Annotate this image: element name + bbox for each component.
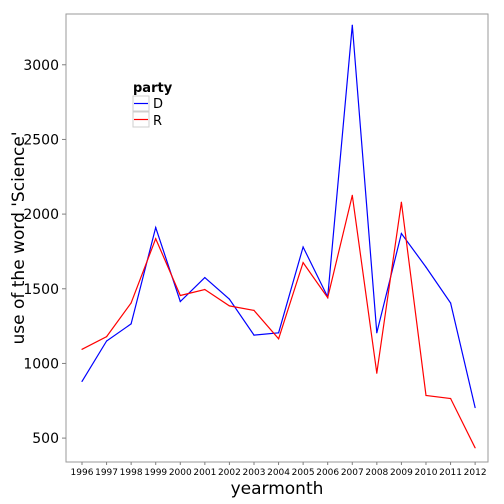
data-point-r-1996	[81, 348, 83, 350]
legend-label-d: D	[153, 97, 163, 112]
data-point-r-2006	[327, 297, 329, 299]
data-point-r-1997	[106, 336, 108, 338]
data-point-d-2011	[450, 302, 452, 304]
y-tick-label: 2500	[23, 132, 59, 148]
y-axis-ticks: 500 1000 1500 2000 2500 3000	[23, 58, 66, 447]
x-tick-label: 2008	[365, 468, 388, 478]
data-point-r-2009	[400, 201, 402, 203]
data-point-d-2003	[253, 334, 255, 336]
x-axis-ticks: 1996 1997 1998 1999 2000 2001 2002 2003 2004 2005…	[71, 462, 487, 478]
legend-label-r: R	[153, 114, 162, 129]
x-tick-label: 1998	[120, 468, 143, 478]
x-tick-label: 2005	[292, 468, 315, 478]
data-point-d-2002	[228, 298, 230, 300]
series-layer	[81, 24, 476, 449]
data-point-d-2008	[376, 332, 378, 334]
data-point-d-2005	[302, 246, 304, 248]
y-tick-label: 500	[32, 431, 59, 447]
x-tick-label: 2000	[169, 468, 192, 478]
data-point-r-2007	[351, 194, 353, 196]
data-point-r-2010	[425, 394, 427, 397]
data-point-d-2010	[425, 266, 427, 268]
x-tick-label: 1997	[95, 468, 118, 478]
x-tick-label: 2010	[415, 468, 438, 478]
x-tick-label: 2003	[243, 468, 266, 478]
data-point-d-2001	[204, 277, 206, 279]
y-tick-label: 1000	[23, 356, 59, 372]
data-point-d-1999	[155, 226, 157, 229]
data-point-r-2012	[474, 447, 476, 449]
data-point-r-2011	[450, 397, 452, 400]
data-point-r-2005	[302, 262, 304, 264]
x-tick-label: 2006	[316, 468, 339, 478]
data-point-d-2007	[351, 24, 353, 26]
x-tick-label: 2009	[390, 468, 413, 478]
data-point-r-2000	[179, 294, 181, 297]
x-tick-label: 2001	[193, 468, 216, 478]
data-point-r-1998	[130, 302, 132, 304]
x-tick-label: 2002	[218, 468, 241, 478]
data-point-d-2012	[474, 406, 476, 409]
y-axis-title: use of the word 'Science'	[9, 131, 29, 344]
x-axis-title: yearmonth	[231, 479, 324, 499]
y-tick-label: 2000	[23, 207, 59, 223]
x-tick-label: 1996	[71, 468, 94, 478]
x-tick-label: 1999	[144, 468, 167, 478]
data-point-r-2003	[253, 309, 255, 311]
legend-title: party	[133, 81, 173, 96]
data-point-r-1999	[155, 238, 157, 240]
data-point-d-1997	[106, 340, 108, 342]
x-tick-label: 2004	[267, 468, 290, 478]
x-tick-label: 2012	[464, 468, 487, 478]
data-point-d-1998	[130, 323, 132, 325]
data-point-d-2004	[278, 332, 280, 334]
x-tick-label: 2011	[439, 468, 462, 478]
data-point-r-2002	[228, 305, 230, 307]
x-tick-label: 2007	[341, 468, 364, 478]
legend: party D R	[132, 81, 173, 129]
y-tick-label: 1500	[23, 282, 59, 298]
data-point-d-2009	[400, 232, 402, 235]
data-point-r-2001	[204, 288, 206, 291]
data-point-d-2000	[179, 300, 181, 303]
data-point-d-1996	[81, 380, 83, 382]
plot-panel	[65, 13, 489, 463]
data-point-r-2008	[376, 372, 378, 374]
data-point-r-2004	[278, 338, 280, 340]
y-tick-label: 3000	[23, 58, 59, 74]
